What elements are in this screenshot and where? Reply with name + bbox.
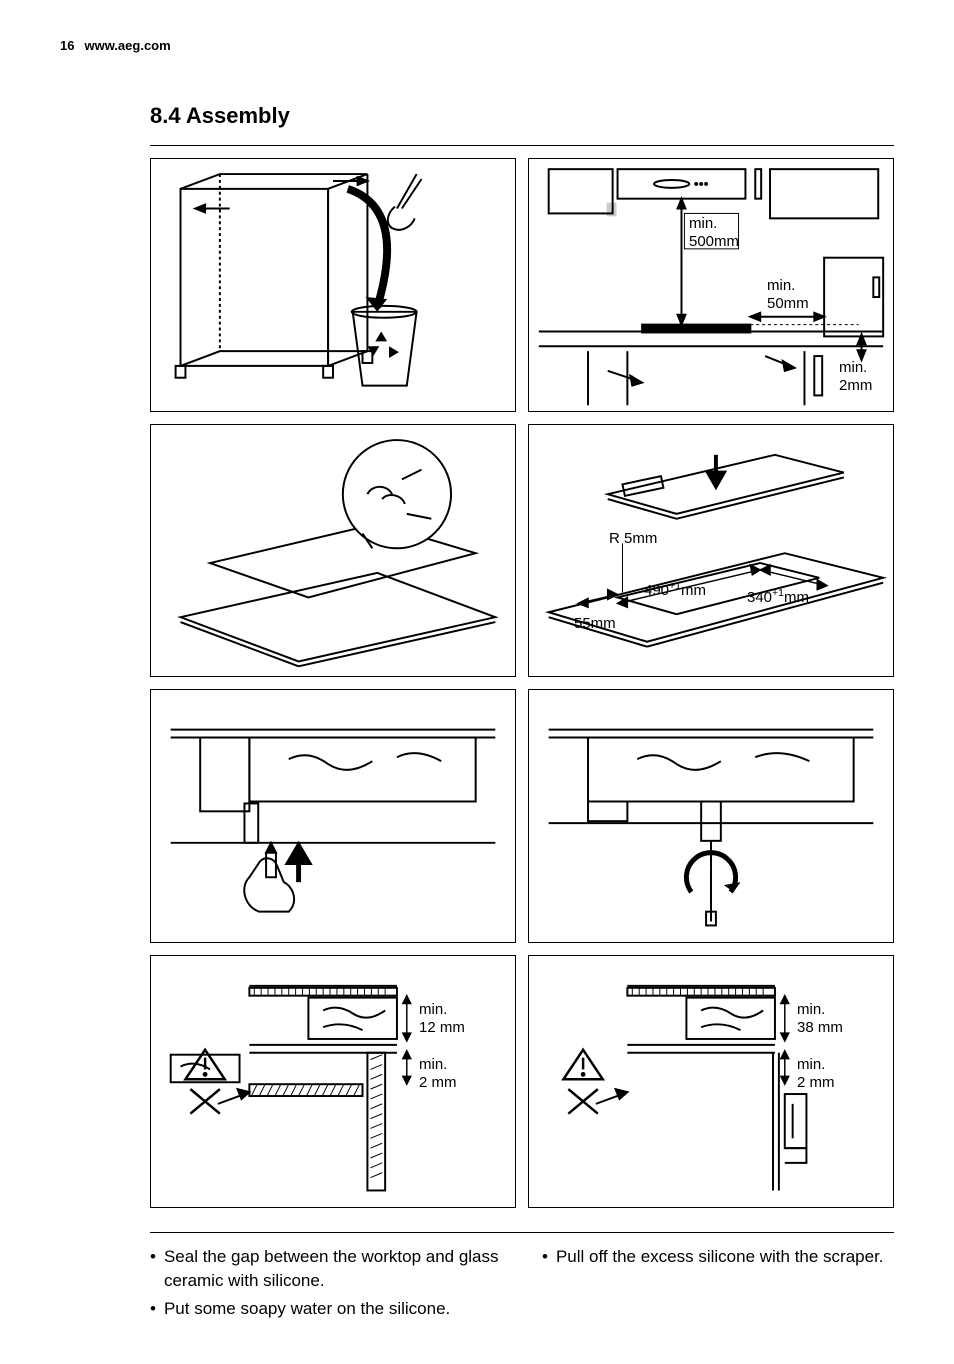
panel-remove-packaging bbox=[150, 158, 516, 412]
label-12mm: min.12 mm bbox=[419, 1001, 465, 1037]
panel-insert-clip bbox=[150, 689, 516, 943]
panel-cutout-dimensions: R 5mm 490+1mm 340+1mm 55mm bbox=[528, 424, 894, 678]
section-number: 8.4 bbox=[150, 103, 181, 128]
label-50mm: min.50mm bbox=[767, 277, 809, 313]
label-2mm: min.2mm bbox=[839, 359, 872, 395]
label-2mm-c: min.2 mm bbox=[797, 1056, 835, 1092]
footer-left-list: Seal the gap between the worktop and gla… bbox=[150, 1245, 502, 1324]
label-width: 490+1mm bbox=[644, 580, 706, 600]
panel-clearance-38mm: min.38 mm min.2 mm bbox=[528, 955, 894, 1209]
page-header: 16 www.aeg.com bbox=[60, 38, 894, 53]
instruction-item: Pull off the excess silicone with the sc… bbox=[542, 1245, 894, 1269]
instruction-item: Seal the gap between the worktop and gla… bbox=[150, 1245, 502, 1293]
page-number: 16 bbox=[60, 38, 74, 53]
panel-clearance-12mm: min.12 mm min.2 mm bbox=[150, 955, 516, 1209]
panel-tighten-clip bbox=[528, 689, 894, 943]
label-38mm: min.38 mm bbox=[797, 1001, 843, 1037]
label-radius: R 5mm bbox=[609, 530, 657, 548]
section-name: Assembly bbox=[186, 103, 290, 128]
label-edge: 55mm bbox=[574, 615, 616, 633]
label-500mm: min.500mm bbox=[689, 215, 739, 251]
instruction-item: Put some soapy water on the silicone. bbox=[150, 1297, 502, 1321]
website-url: www.aeg.com bbox=[84, 38, 170, 53]
title-divider bbox=[150, 145, 894, 146]
label-depth: 340+1mm bbox=[747, 587, 809, 607]
section-title: 8.4 Assembly bbox=[150, 103, 894, 129]
label-2mm-b: min.2 mm bbox=[419, 1056, 457, 1092]
panel-flip-hob bbox=[150, 424, 516, 678]
footer-instructions: Seal the gap between the worktop and gla… bbox=[150, 1245, 894, 1324]
panel-clearances: min.500mm min.50mm min.2mm bbox=[528, 158, 894, 412]
footer-divider bbox=[150, 1232, 894, 1233]
diagram-grid: min.500mm min.50mm min.2mm bbox=[150, 158, 894, 1208]
footer-right-list: Pull off the excess silicone with the sc… bbox=[542, 1245, 894, 1324]
